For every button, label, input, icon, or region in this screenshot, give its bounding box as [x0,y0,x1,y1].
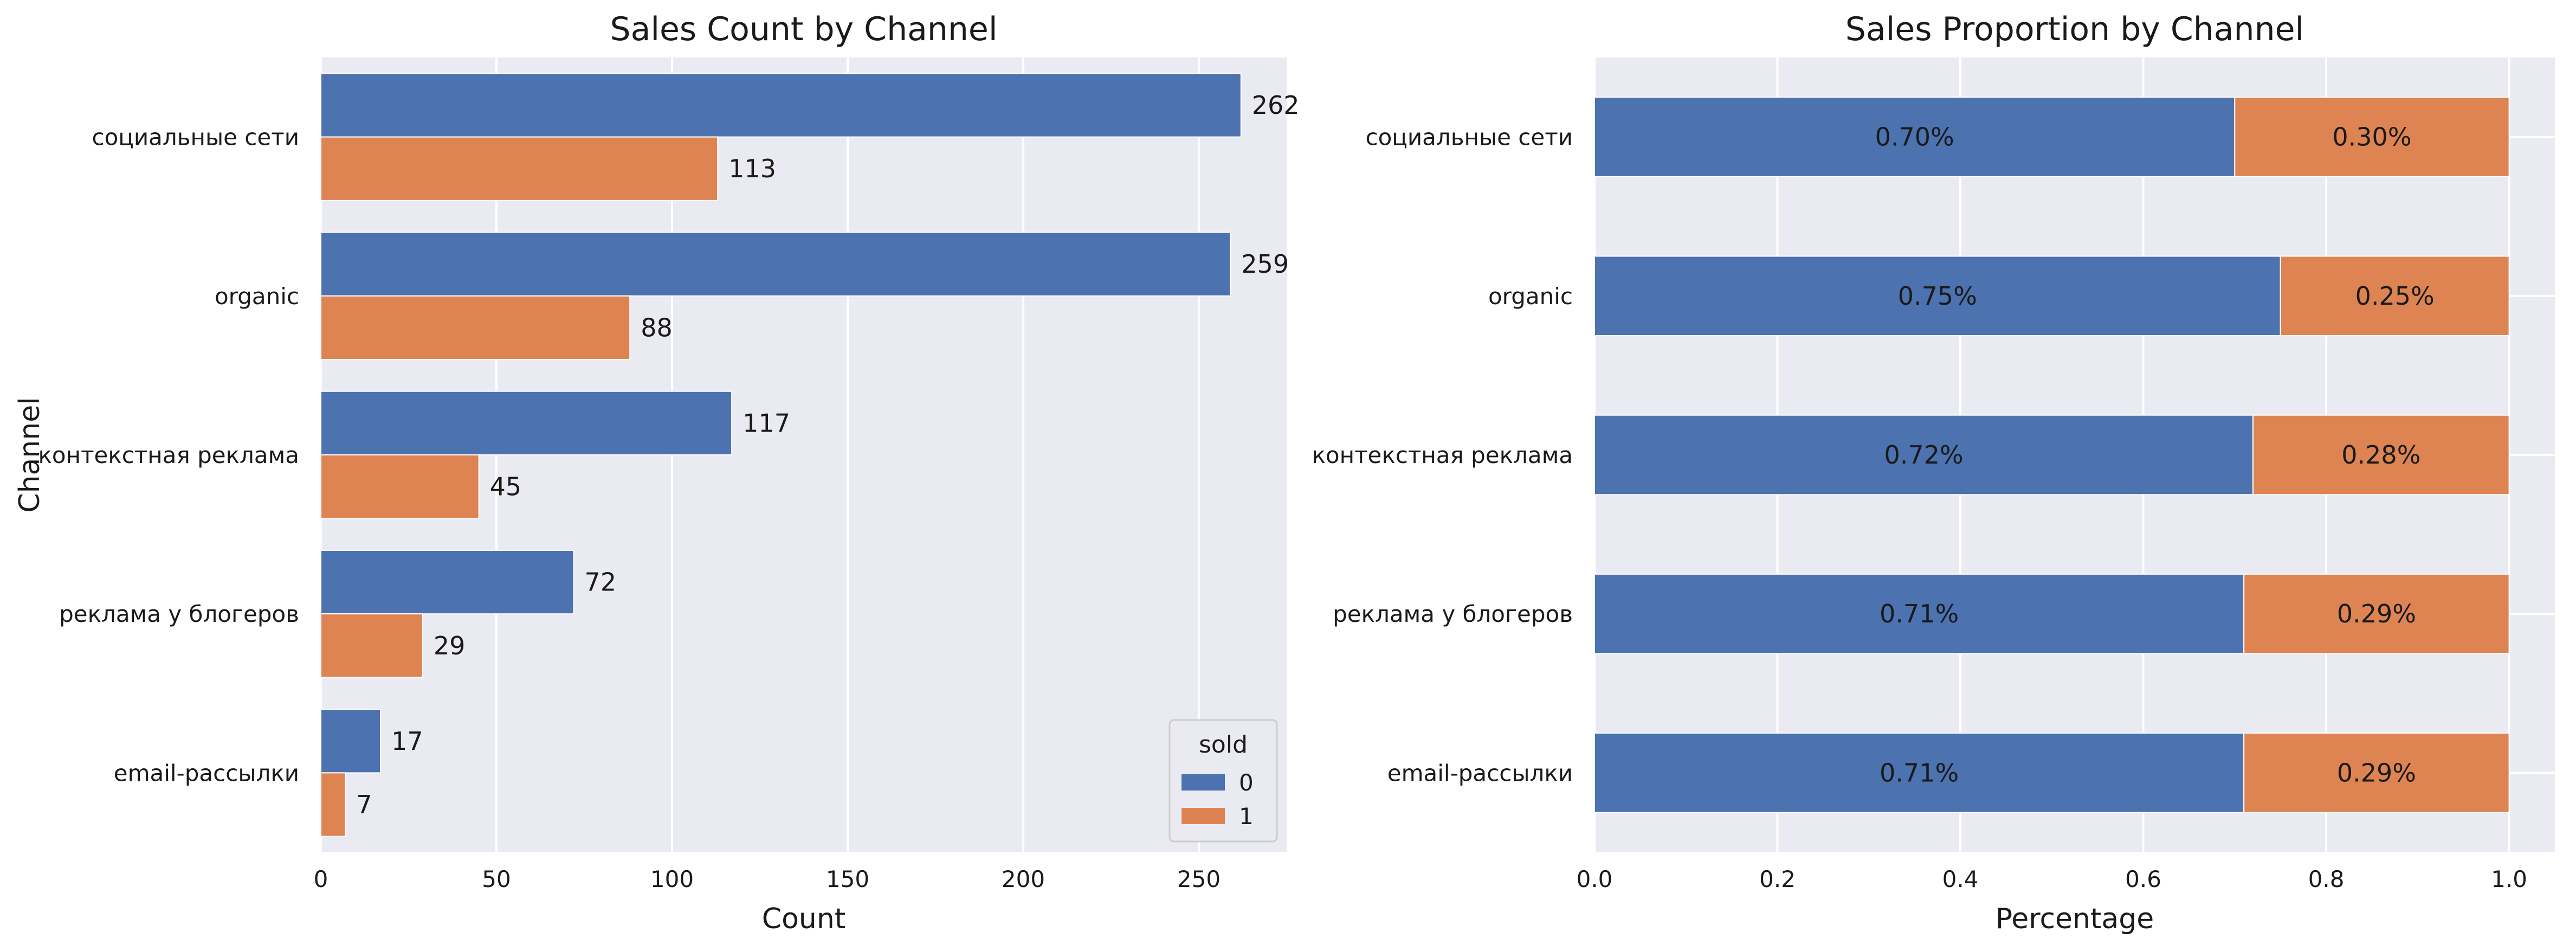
proportion-x-tick-label: 0.8 [2308,866,2345,892]
proportion-chart: 0.70% 0.30% 0.75% 0.25% 0.72% 0.28% 0.71% 0.29%… [1312,10,2555,935]
proportion-bar-segment-1 [2234,97,2510,177]
proportion-chart-title: Sales Proportion by Channel [1845,10,2304,48]
proportion-bar-segment-0 [1594,255,2281,337]
proportion-value-label: 0.70% [1875,123,1954,152]
proportion-value-label: 0.30% [2332,123,2411,152]
proportion-x-tick-label: 1.0 [2491,866,2527,892]
count-category-label: контекстная реклама [38,442,299,468]
count-chart-legend: sold 0 1 [1168,719,1278,843]
proportion-bar-segment-0 [1594,573,2245,654]
proportion-x-tick-label: 0.4 [1942,866,1979,892]
count-bar-sold-0 [320,73,1242,138]
proportion-category-label: organic [1488,283,1573,310]
count-value-label: 7 [356,790,372,819]
count-value-label: 17 [391,727,423,756]
count-bar-sold-1 [320,454,480,519]
proportion-bar-segment-1 [2243,573,2510,654]
legend-swatch-0 [1182,774,1225,791]
proportion-category-label: email-рассылки [1387,760,1573,786]
proportion-value-label: 0.29% [2337,599,2416,628]
proportion-value-label: 0.28% [2341,440,2420,470]
count-category-label: organic [215,283,299,310]
count-x-tick-label: 250 [1177,866,1221,892]
proportion-category-label: социальные сети [1365,124,1573,151]
count-bar-sold-0 [320,709,382,774]
proportion-x-tick-label: 0.0 [1577,866,1613,892]
count-category-label: email-рассылки [114,760,299,786]
count-chart-value-labels: 262 113 259 88 117 45 72 29 17 7 [356,91,1299,819]
proportion-bar-segment-1 [2243,732,2510,813]
count-bar-sold-1 [320,613,423,678]
count-chart-title: Sales Count by Channel [610,10,997,48]
count-value-label: 88 [641,313,673,342]
count-x-tick-label: 200 [1002,866,1045,892]
count-category-label: социальные сети [92,124,299,151]
proportion-value-label: 0.75% [1898,281,1977,311]
proportion-value-label: 0.71% [1880,758,1959,787]
proportion-chart-x-ticks: 0.0 0.2 0.4 0.6 0.8 1.0 [1577,866,2527,892]
proportion-value-label: 0.25% [2355,281,2435,311]
count-bar-sold-1 [320,772,346,837]
proportion-chart-bars [1594,97,2510,813]
count-x-tick-label: 100 [650,866,694,892]
count-bar-sold-0 [320,390,733,455]
proportion-chart-value-labels: 0.70% 0.30% 0.75% 0.25% 0.72% 0.28% 0.71% 0.29%… [1875,123,2435,788]
proportion-x-tick-label: 0.6 [2125,866,2161,892]
proportion-bar-segment-0 [1594,414,2254,496]
count-value-label: 45 [490,472,522,502]
proportion-value-label: 0.71% [1880,599,1959,628]
count-chart-y-axis-label: Channel [14,397,46,512]
legend-title: sold [1199,731,1248,759]
legend-entry-0: 0 [1239,769,1254,796]
proportion-category-label: контекстная реклама [1312,442,1573,468]
count-value-label: 29 [434,631,466,660]
count-bar-sold-1 [320,295,631,361]
count-value-label: 113 [728,154,776,183]
count-value-label: 72 [585,568,617,597]
count-chart-bars [320,73,1242,837]
proportion-bar-segment-1 [2280,255,2510,337]
count-value-label: 117 [743,408,790,438]
proportion-bar-segment-0 [1594,97,2236,177]
proportion-value-label: 0.72% [1884,440,1963,470]
proportion-chart-x-axis-label: Percentage [1996,903,2154,935]
count-value-label: 262 [1252,91,1300,120]
proportion-x-tick-label: 0.2 [1759,866,1796,892]
count-x-tick-label: 150 [826,866,869,892]
count-value-label: 259 [1241,249,1289,279]
count-chart-x-axis-label: Count [762,903,845,935]
proportion-category-label: реклама у блогеров [1333,601,1573,627]
count-x-tick-label: 0 [314,866,328,892]
count-bar-sold-0 [320,549,574,615]
count-chart-category-labels: социальные сети organic контекстная реклам… [38,124,299,787]
legend-swatch-1 [1182,808,1225,824]
count-x-tick-label: 50 [482,866,511,892]
proportion-bar-segment-1 [2252,414,2510,496]
count-category-label: реклама у блогеров [59,601,299,627]
proportion-value-label: 0.29% [2337,758,2416,787]
count-bar-sold-1 [320,136,719,201]
legend-entry-1: 1 [1239,803,1254,830]
count-bar-sold-0 [320,232,1231,297]
proportion-bar-segment-0 [1594,732,2245,813]
count-chart-x-ticks: 0 50 100 150 200 250 [314,866,1221,892]
proportion-chart-category-labels: социальные сети organic контекстная реклам… [1312,124,1573,787]
